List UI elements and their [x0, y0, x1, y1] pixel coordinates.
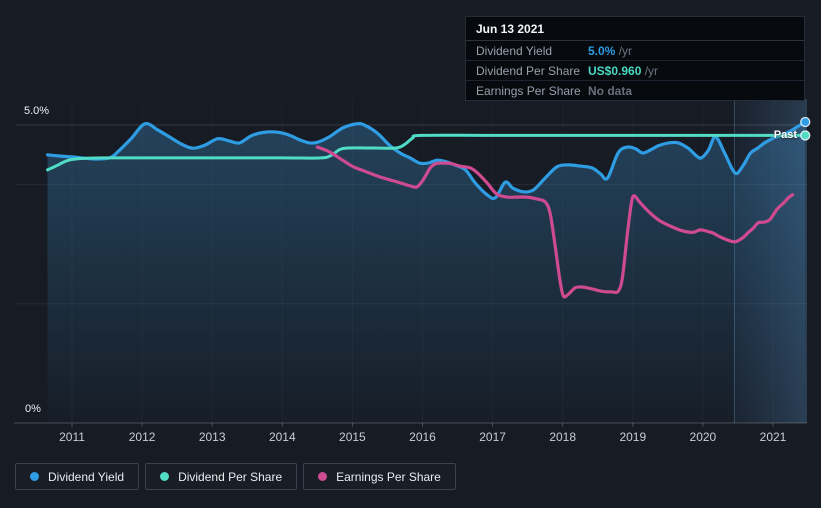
x-axis-label-2020: 2020 — [689, 430, 717, 444]
legend-label: Dividend Per Share — [178, 469, 283, 484]
tooltip-label: Dividend Yield — [476, 43, 553, 58]
tooltip-row-earnings-per-share: Earnings Per Share No data — [466, 81, 804, 100]
x-axis-label-2017: 2017 — [479, 430, 506, 444]
x-axis — [14, 422, 807, 427]
area-fills — [47, 122, 806, 423]
x-axis-label-2016: 2016 — [409, 430, 436, 444]
past-label: Past — [773, 129, 797, 141]
legend-label: Earnings Per Share — [336, 469, 441, 484]
tooltip-label: Dividend Per Share — [476, 63, 581, 78]
legend-item-dividend-per-share[interactable]: Dividend Per Share — [145, 463, 298, 490]
x-axis-label-2014: 2014 — [268, 430, 296, 444]
tooltip-value: No data — [588, 83, 633, 98]
tooltip-value: 5.0% — [588, 43, 616, 58]
x-axis-label-2011: 2011 — [59, 430, 85, 444]
series-lines — [45, 120, 807, 299]
tooltip-date: Jun 13 2021 — [466, 17, 804, 41]
x-axis-label-2013: 2013 — [198, 430, 226, 444]
chart-tooltip: Jun 13 2021 Dividend Yield 5.0% /yr Divi… — [465, 16, 805, 101]
x-axis-label-2015: 2015 — [339, 430, 366, 444]
x-axis-label-2012: 2012 — [128, 430, 156, 444]
chart-legend: Dividend Yield Dividend Per Share Earnin… — [15, 463, 456, 490]
tooltip-row-dividend-yield: Dividend Yield 5.0% /yr — [466, 41, 804, 61]
legend-item-earnings-per-share[interactable]: Earnings Per Share — [303, 463, 456, 490]
y-axis-bottom-label: 0% — [25, 403, 41, 415]
tooltip-row-dividend-per-share: Dividend Per Share US$0.960 /yr — [466, 61, 804, 81]
tooltip-label: Earnings Per Share — [476, 83, 581, 98]
tooltip-value: US$0.960 — [588, 63, 642, 78]
x-axis-label-2021: 2021 — [759, 430, 787, 444]
y-axis-top-label: 5.0% — [24, 105, 50, 117]
dividend-yield-dot-icon — [30, 472, 39, 481]
earnings-per-share-dot-icon — [318, 472, 328, 481]
x-axis-label-2019: 2019 — [619, 430, 647, 444]
tooltip-value-suffix: /yr — [615, 43, 633, 58]
dividend-per-share-dot-icon — [160, 472, 170, 481]
legend-label: Dividend Yield — [48, 469, 125, 484]
series-end-markers — [800, 116, 811, 141]
legend-item-dividend-yield[interactable]: Dividend Yield — [15, 463, 140, 490]
tooltip-value-suffix: /yr — [641, 63, 659, 78]
x-axis-label-2018: 2018 — [549, 430, 577, 444]
